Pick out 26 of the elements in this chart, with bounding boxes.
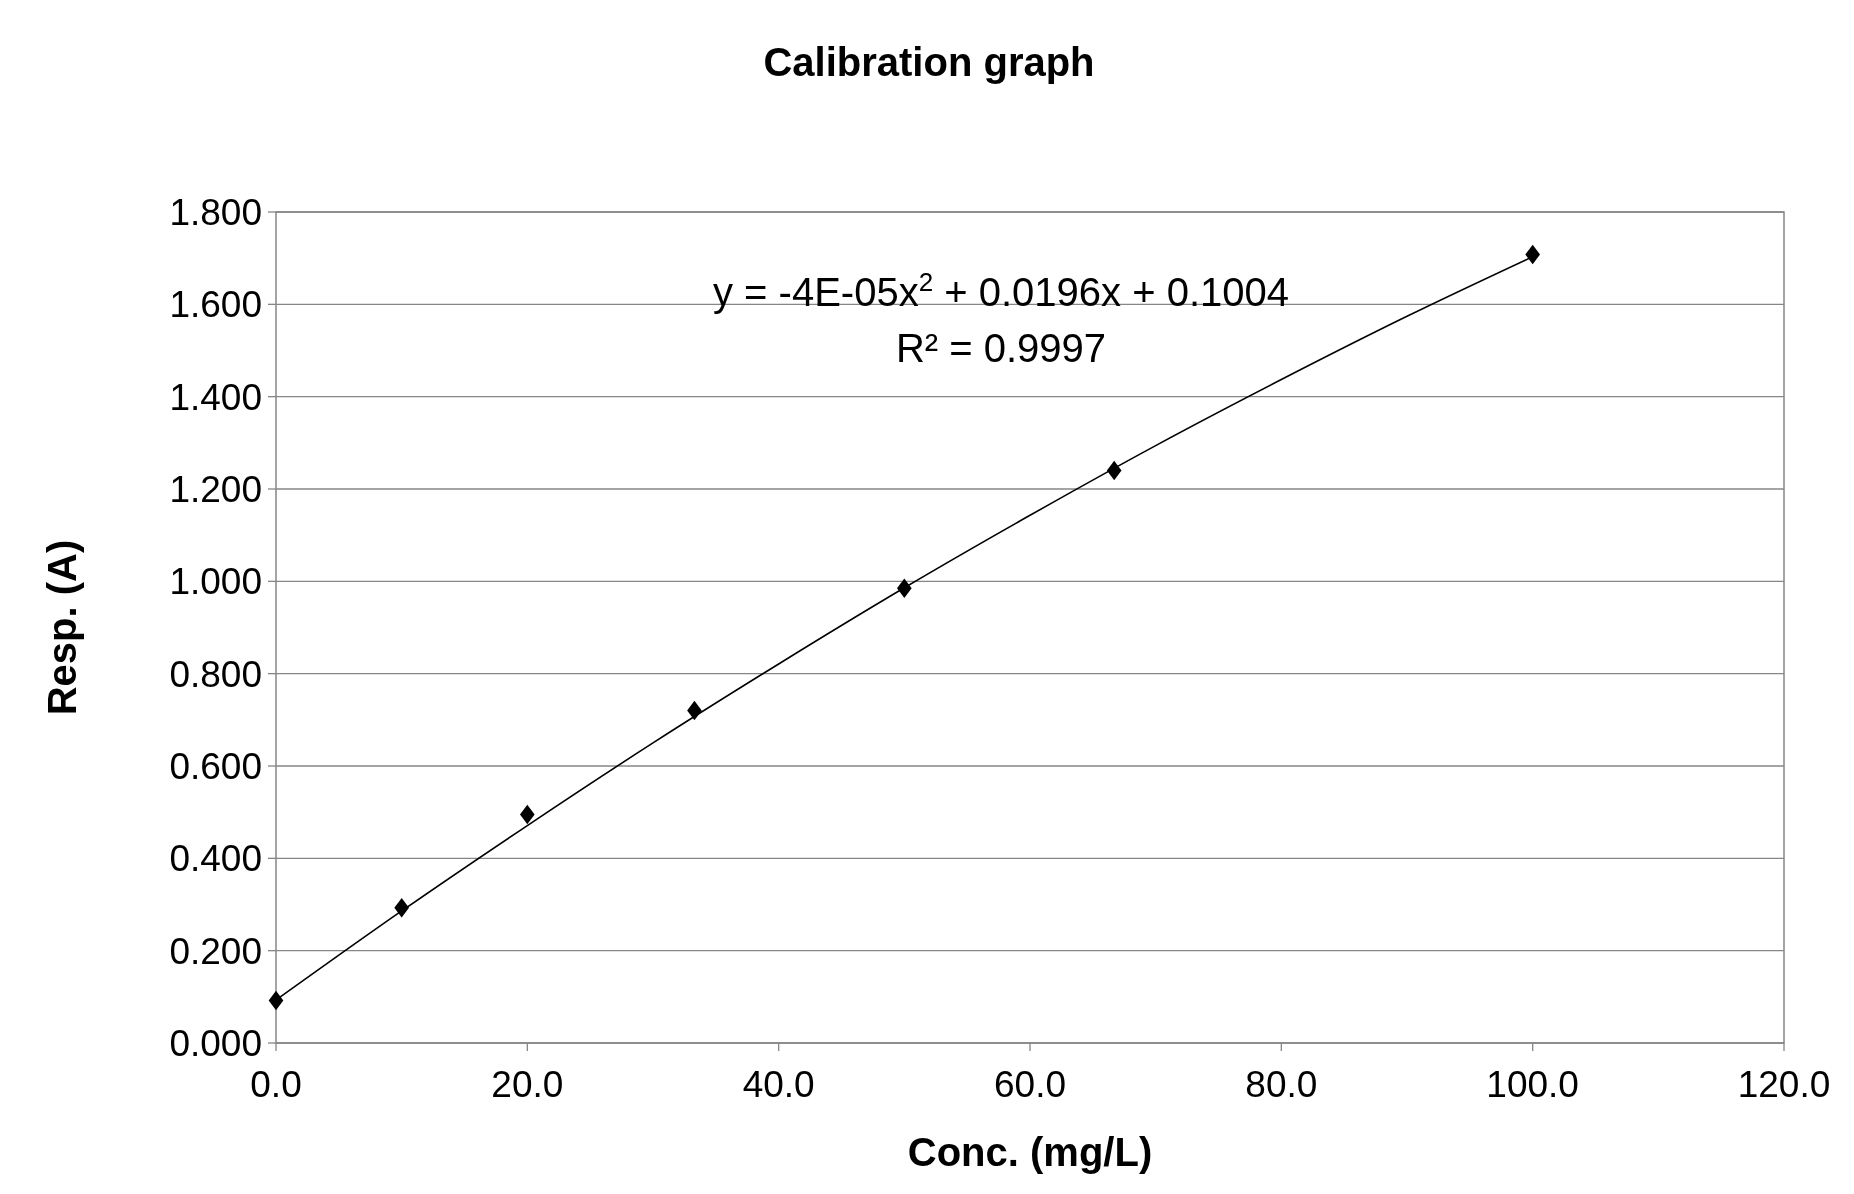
y-tick-label: 0.200 [169,930,262,972]
point [520,804,535,825]
y-tick-label: 1.000 [169,561,262,603]
x-tick-label: 100.0 [1486,1064,1579,1105]
x-axis-title: Conc. (mg/L) [907,1130,1153,1174]
x-tick-label: 60.0 [993,1064,1067,1105]
y-tick-label: 0.000 [169,1022,262,1064]
y-axis-title: Resp. (A) [40,539,84,716]
chart-title: Calibration graph [763,40,1095,84]
y-tick-label: 1.600 [169,284,262,326]
point [687,700,702,721]
x-tick-label: 120.0 [1737,1064,1831,1105]
y-tick-label: 1.200 [169,468,262,510]
annotation: y = -4E-05x$^{2}$ + 0.0196x + 0.1004 [713,267,1289,314]
y-tick-label: 0.800 [169,653,262,695]
x-tick-label: 80.0 [1245,1064,1318,1105]
x-tick-label: 20.0 [491,1064,564,1105]
point [1525,244,1540,265]
y-tick-label: 0.600 [169,745,262,787]
annotation: R² = 0.9997 [895,326,1107,370]
point [268,990,284,1011]
y-tick-label: 0.400 [169,838,262,880]
x-tick-label: 0.0 [250,1064,302,1105]
y-tick-label: 1.400 [169,376,262,418]
y-tick-label: 1.800 [169,191,262,233]
x-tick-label: 40.0 [742,1064,815,1105]
